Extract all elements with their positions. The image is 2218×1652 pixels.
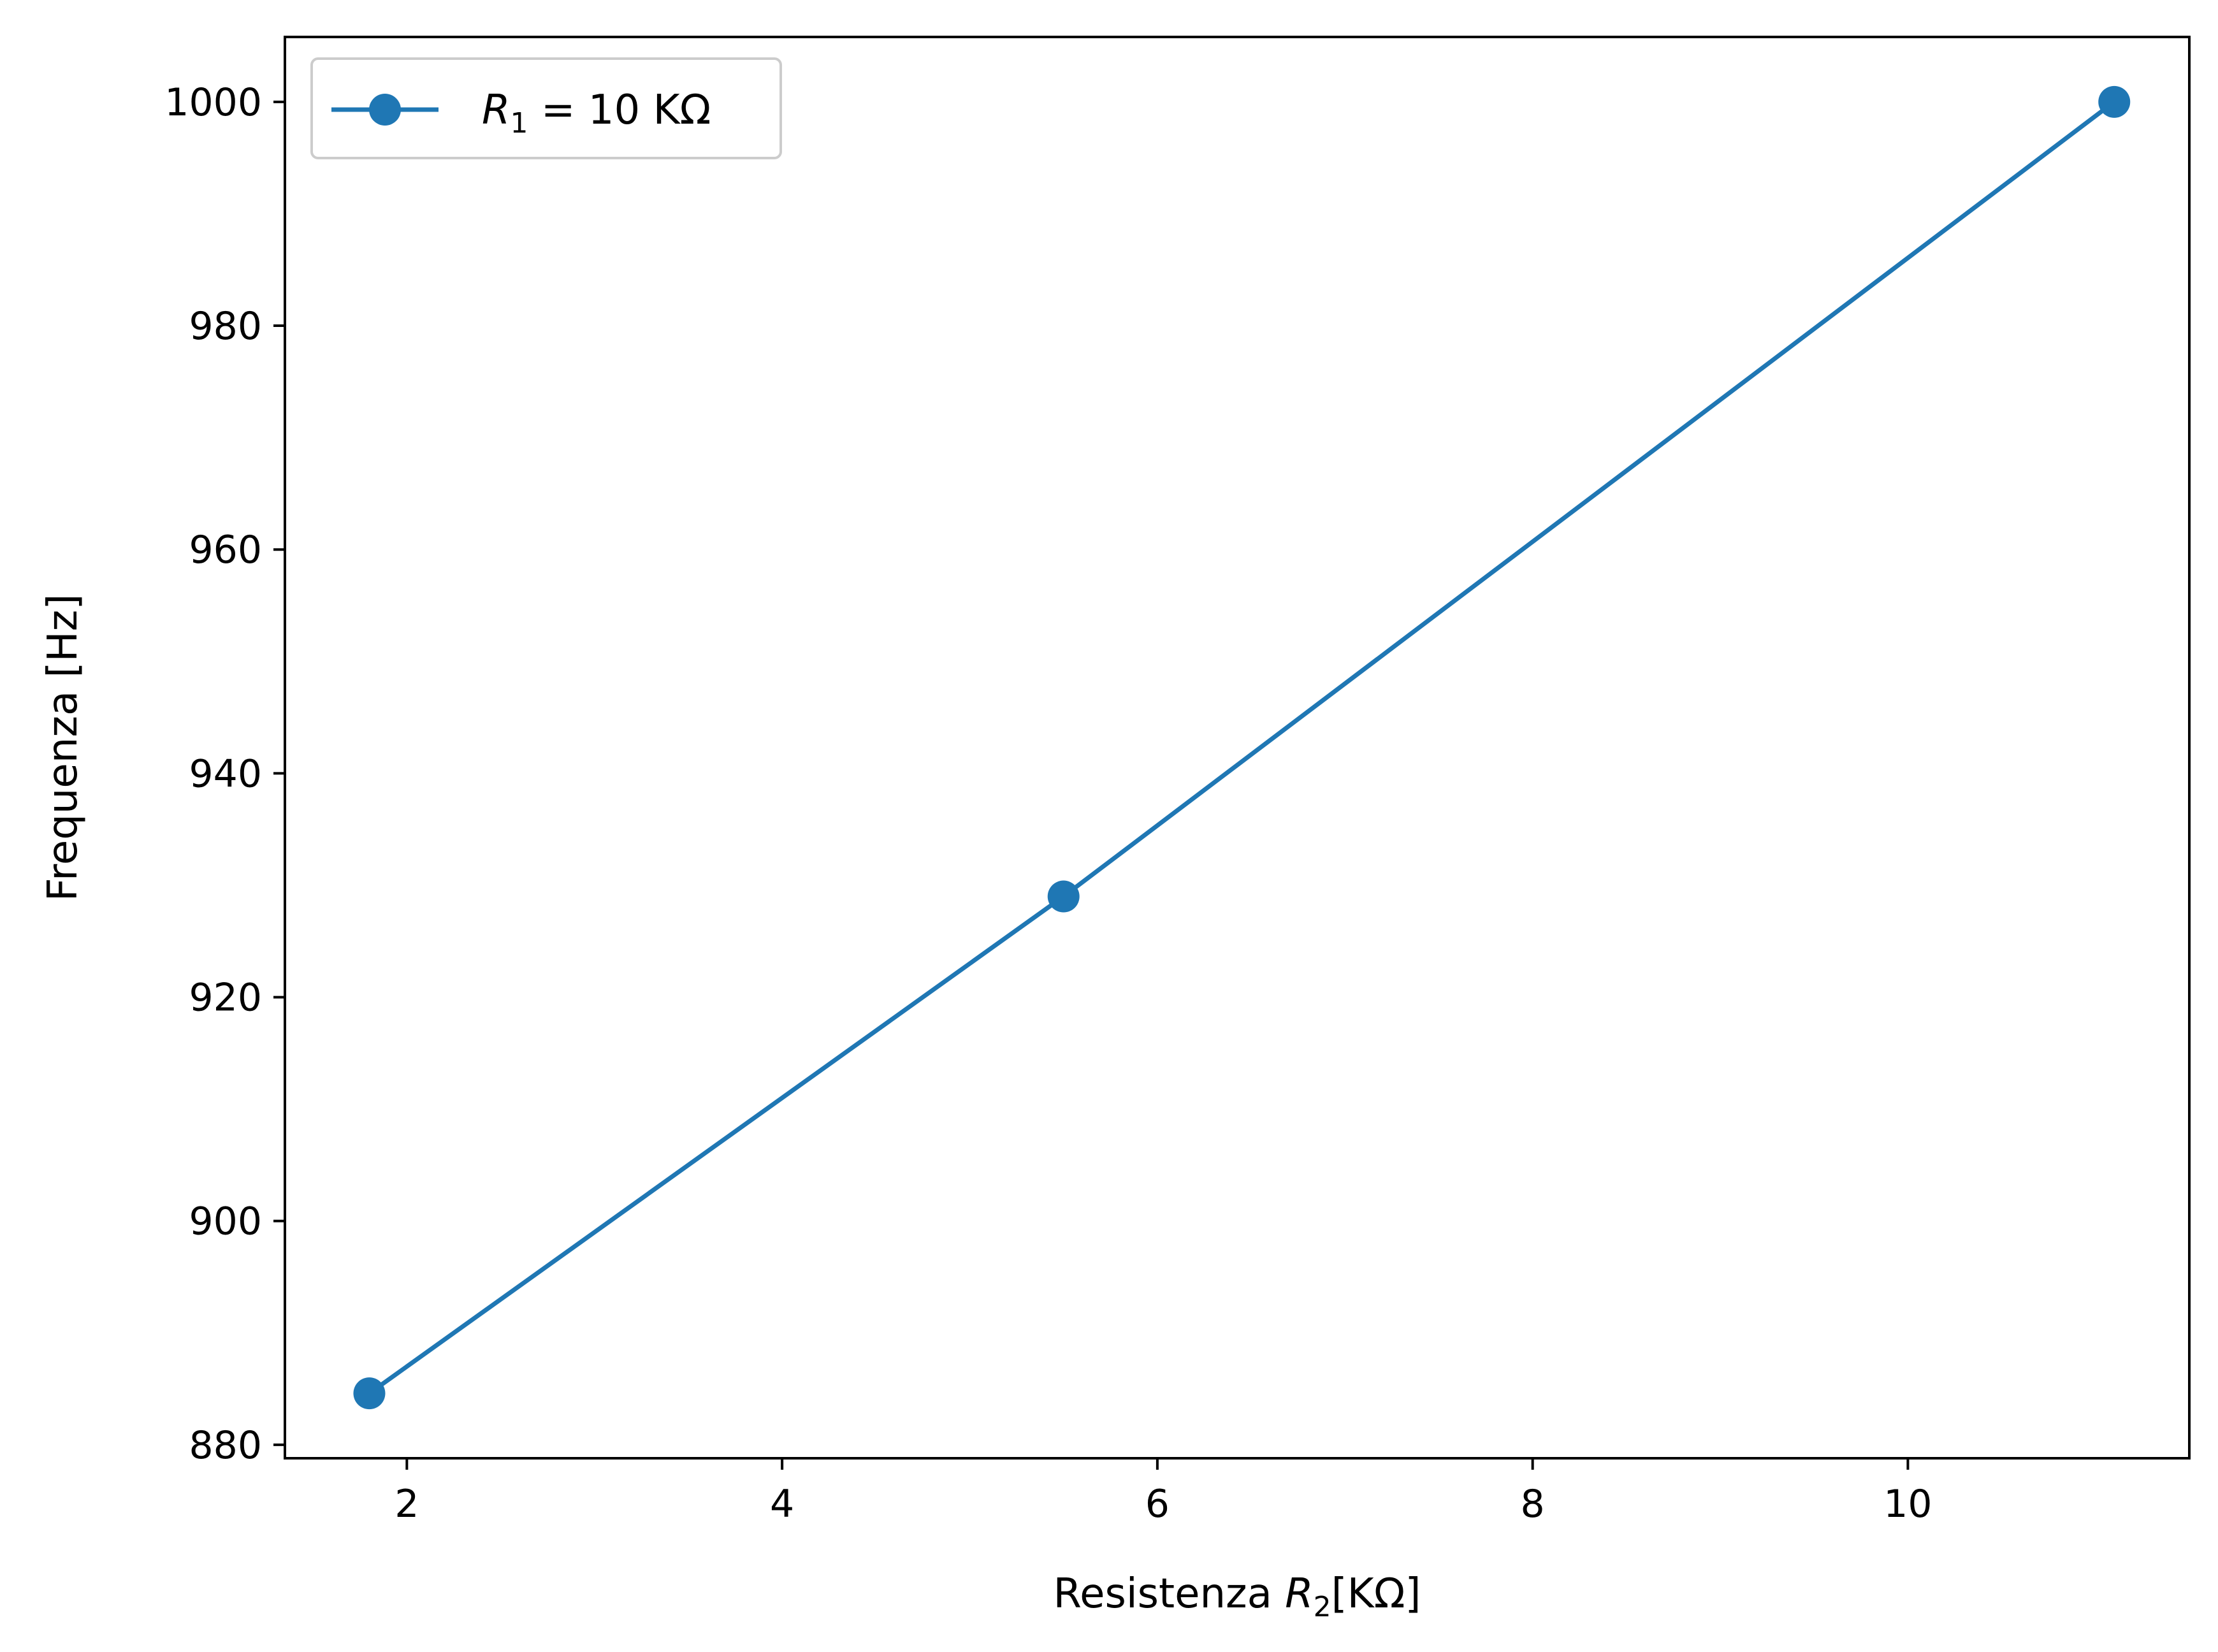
plot-area-background	[285, 37, 2189, 1458]
axes-spines	[284, 36, 2191, 1460]
x-axis-label-prefix: Resistenza	[1054, 1570, 1286, 1618]
y-axis-label: Frequenza [Hz]	[40, 594, 87, 901]
series-layer	[353, 85, 2131, 1410]
plot-area	[285, 37, 2189, 1458]
legend-entry-label: R1 = 10 KΩ	[482, 87, 711, 140]
legend: R1 = 10 KΩ	[310, 57, 782, 159]
data-point	[1047, 880, 1080, 913]
x-tick-label: 6	[1145, 1482, 1170, 1526]
x-axis-ticks: 2 4 6 8 10	[395, 1458, 1932, 1526]
legend-frame	[310, 57, 782, 159]
x-tick-label: 4	[770, 1482, 794, 1526]
x-tick-label: 2	[395, 1482, 419, 1526]
x-axis-label-symbol: R	[1285, 1570, 1313, 1618]
y-tick-label: 960	[189, 528, 262, 572]
x-axis-label: Resistenza R2[KΩ]	[1054, 1570, 1421, 1623]
x-tick-label: 8	[1521, 1482, 1545, 1526]
data-point	[353, 1377, 386, 1410]
x-axis-label-suffix: [KΩ]	[1331, 1570, 1421, 1618]
y-tick-label: 940	[189, 751, 262, 796]
legend-marker	[369, 94, 401, 126]
y-tick-label: 1000	[164, 80, 262, 125]
x-tick-label: 10	[1883, 1482, 1932, 1526]
y-axis-ticks: 880 900 920 940 960 980 1000	[164, 80, 285, 1468]
data-point	[2098, 85, 2131, 118]
y-tick-label: 920	[189, 976, 262, 1020]
legend-subscript: 1	[510, 107, 528, 140]
y-tick-label: 880	[189, 1423, 262, 1468]
legend-symbol: R	[482, 87, 510, 134]
axes-frame	[284, 36, 2191, 1460]
y-tick-label: 980	[189, 304, 262, 349]
y-tick-label: 900	[189, 1199, 262, 1244]
x-axis-label-subscript: 2	[1314, 1591, 1331, 1623]
legend-value: = 10 KΩ	[528, 87, 711, 134]
